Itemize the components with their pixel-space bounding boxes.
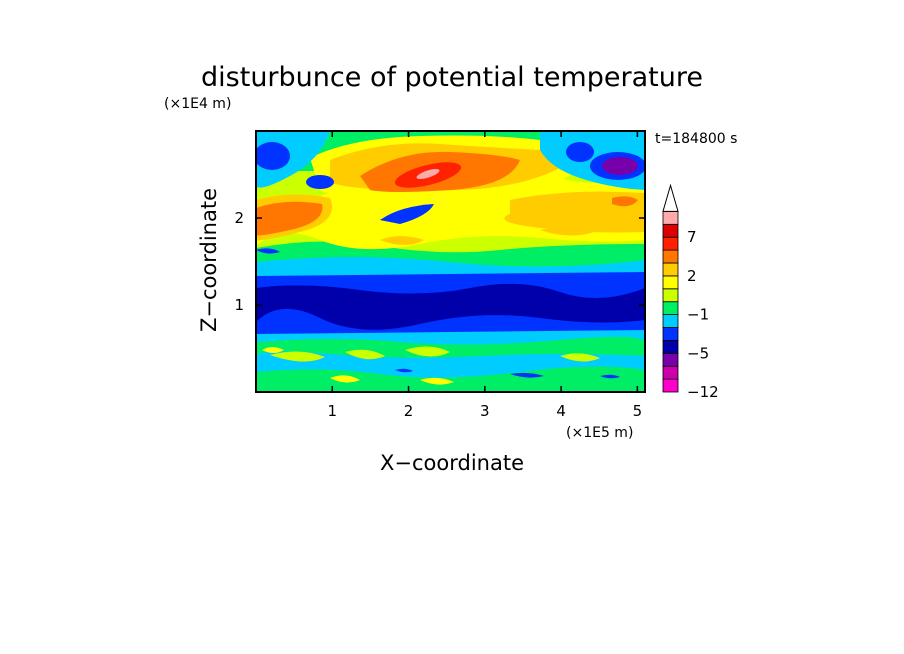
field-upper-left-blue	[256, 142, 290, 170]
x-axis-label: X−coordinate	[380, 451, 524, 475]
x-scale-label: (×1E5 m)	[566, 425, 633, 441]
colorbar-segment	[662, 378, 679, 393]
colorbar-extend-arrow	[662, 183, 679, 212]
chart-title: disturbunce of potential temperature	[201, 62, 703, 93]
colorbar-segment	[662, 288, 679, 303]
colorbar-label: 2	[687, 267, 697, 285]
colorbar-segment	[662, 223, 679, 238]
colorbar-segment	[662, 327, 679, 341]
x-axis: 1 2 3 4 5	[328, 131, 643, 420]
colorbar-segment	[662, 314, 679, 328]
y-scale-label: (×1E4 m)	[164, 96, 231, 112]
x-tick-label: 4	[556, 402, 566, 420]
field-upper-left-blue-2	[306, 175, 334, 189]
field-lower-yellow-spots	[262, 347, 454, 385]
field-dark-blue-band	[256, 283, 645, 330]
field-mid-gold-spots	[380, 227, 594, 245]
colorbar-segment	[662, 275, 679, 290]
colorbar-segment	[662, 249, 679, 264]
field-upper-right-purple	[602, 157, 638, 175]
colorbar-label: −5	[687, 344, 709, 362]
field-left-blue-spot	[256, 248, 280, 254]
x-tick-label: 1	[328, 402, 338, 420]
colorbar-segment	[662, 339, 679, 354]
field-lower-green-2	[256, 366, 645, 392]
colorbar-segment	[662, 352, 679, 367]
colorbar-label: −12	[687, 383, 719, 401]
colorbar-labels: 7 2 −1 −5 −12	[687, 228, 719, 401]
field-mid-blue-streak	[380, 204, 434, 224]
y-tick-label: 1	[234, 296, 244, 314]
colorbar-segment	[662, 365, 679, 380]
plot-frame	[255, 130, 646, 393]
field-lower-yellow-patches	[270, 346, 600, 362]
colorbar-segment	[662, 301, 679, 316]
x-tick-label: 3	[480, 402, 490, 420]
colorbar-segment	[662, 236, 679, 251]
x-tick-label: 5	[633, 402, 643, 420]
colorbar-label: −1	[687, 306, 709, 324]
field-upper-right-blue-spot	[566, 142, 594, 162]
y-tick-label: 2	[234, 209, 244, 227]
field-left-orange	[256, 201, 323, 236]
contour-field	[256, 131, 645, 392]
colorbar-segment	[662, 210, 679, 225]
time-label: t=184800 s	[655, 131, 737, 147]
field-right-gold	[504, 191, 645, 233]
field-right-orange	[612, 196, 638, 207]
y-axis-label: Z−coordinate	[197, 188, 221, 332]
colorbar-label: 7	[687, 228, 697, 246]
colorbar-segment	[662, 262, 679, 277]
y-axis: 12	[234, 209, 645, 314]
colorbar	[662, 183, 679, 393]
field-max-pink	[416, 169, 440, 179]
x-tick-label: 2	[404, 402, 414, 420]
